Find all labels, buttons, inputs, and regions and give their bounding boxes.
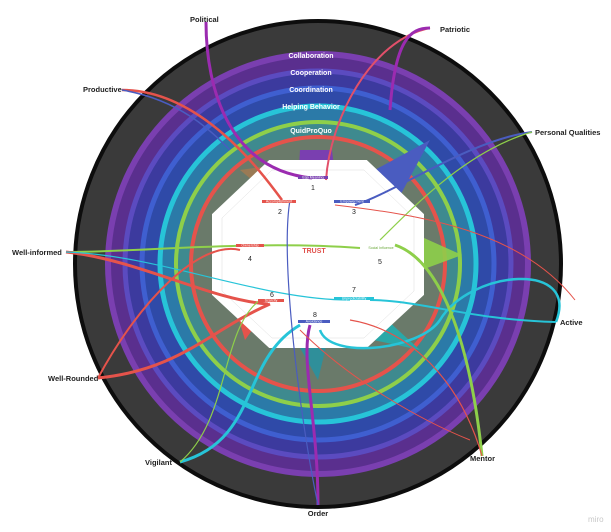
inner-label-ego-meaning: Ego Meaning	[302, 176, 323, 180]
number-6: 6	[270, 292, 274, 299]
connector-wellrounded	[97, 302, 271, 380]
connector-productive-2	[121, 89, 231, 151]
node-bar-4	[236, 244, 264, 247]
outer-label-political: Political	[190, 15, 219, 24]
inner-label-unpredictability: Unpredictability	[342, 297, 367, 301]
connector-personal	[354, 131, 533, 206]
number-5: 5	[378, 259, 382, 266]
connector-wellinformed	[65, 244, 361, 253]
outer-label-personal-qualities: Personal Qualities	[535, 128, 600, 137]
inner-label-social-influence: Social Influence	[368, 246, 393, 250]
number-7: 7	[352, 287, 356, 294]
connector-order-2	[286, 199, 319, 506]
inner-label-empowerment: Empowerment	[340, 200, 363, 204]
node-bar-3	[334, 200, 370, 203]
ring-label-helping-behavior: Helping Behavior	[282, 104, 340, 111]
ring-label-collaboration: Collaboration	[288, 53, 333, 60]
number-8: 8	[313, 312, 317, 319]
connector-misc-1	[334, 204, 576, 301]
watermark: miro	[588, 515, 604, 524]
connector-vigilant	[179, 323, 301, 464]
number-3: 3	[352, 209, 356, 216]
node-bar-6	[258, 299, 284, 302]
node-bar-7	[334, 297, 374, 300]
outer-label-mentor: Mentor	[470, 454, 495, 463]
outer-label-vigilant: Vigilant	[145, 458, 172, 467]
connector-political	[204, 21, 313, 180]
connector-misc-2	[299, 329, 471, 441]
node-bar-2	[262, 200, 296, 203]
connector-wellrounded-2	[97, 247, 241, 379]
connector-order	[305, 324, 320, 506]
ring-label-quidproquo: QuidProQuo	[290, 128, 332, 135]
inner-label-ownership: Ownership	[241, 244, 258, 248]
connector-lines	[65, 21, 576, 506]
number-2: 2	[278, 209, 282, 216]
connector-productive	[121, 88, 284, 201]
inner-label-scarcity: Scarcity	[265, 299, 278, 303]
connector-active-loop	[318, 277, 561, 350]
outer-label-active: Active	[560, 318, 583, 327]
node-bar-1	[298, 176, 328, 179]
ring-label-cooperation: Cooperation	[290, 70, 331, 77]
ring-label-coordination: Coordination	[289, 87, 333, 94]
connector-wellinformed-2	[65, 250, 269, 306]
trust-label: TRUST	[302, 248, 326, 255]
trust-octagon-inner	[221, 169, 415, 339]
node-bar-8	[298, 320, 330, 323]
connector-wellinformed-3	[65, 251, 351, 301]
outer-label-order: Order	[308, 509, 329, 518]
connector-mentor	[394, 243, 484, 457]
outer-label-well-informed: Well-informed	[12, 248, 62, 257]
connector-mentor-2	[349, 319, 483, 457]
connector-personal-2	[379, 131, 533, 241]
inner-label-accomplishment: Accomplishment	[266, 200, 292, 204]
outer-label-productive: Productive	[83, 85, 122, 94]
number-4: 4	[248, 256, 252, 263]
outer-label-well-rounded: Well-Rounded	[48, 374, 99, 383]
connector-patriotic-2	[388, 26, 431, 111]
number-1: 1	[311, 185, 315, 192]
connector-vigilant-2	[179, 299, 261, 463]
inner-label-avoidance: Avoidance	[306, 320, 323, 324]
outer-label-patriotic: Patriotic	[440, 25, 470, 34]
